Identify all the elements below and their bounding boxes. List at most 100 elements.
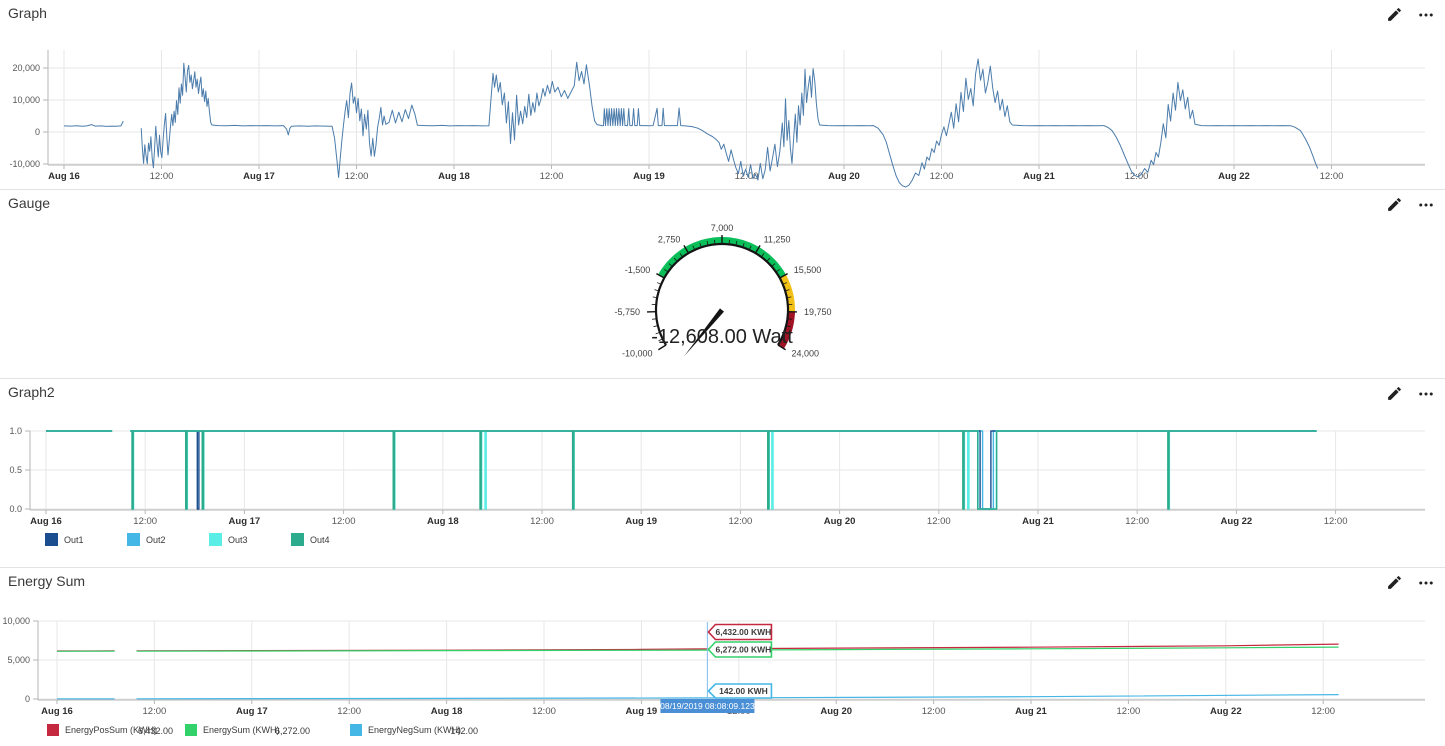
svg-text:Aug 18: Aug 18 bbox=[427, 516, 459, 527]
gauge-chart[interactable]: -10,000 -5,750 -1,500 2,750 7,000 11,250 15,50… bbox=[0, 190, 1445, 379]
svg-text:Aug 16: Aug 16 bbox=[48, 171, 80, 182]
gauge-tick-label: -10,000 bbox=[622, 349, 653, 359]
svg-text:12:00: 12:00 bbox=[332, 516, 356, 527]
svg-text:12:00: 12:00 bbox=[345, 171, 369, 182]
edit-icon[interactable] bbox=[1384, 194, 1405, 215]
legend-item-out3[interactable]: Out3 bbox=[209, 533, 248, 546]
svg-text:12:00: 12:00 bbox=[927, 516, 951, 527]
energynegsum-value: 142.00 bbox=[418, 726, 478, 736]
svg-text:0.5: 0.5 bbox=[9, 465, 22, 475]
svg-text:1.0: 1.0 bbox=[9, 426, 22, 436]
more-icon[interactable] bbox=[1415, 194, 1437, 216]
tooltip-value: 6,432.00 KWH bbox=[716, 627, 772, 637]
svg-text:10,000: 10,000 bbox=[2, 616, 30, 626]
gauge-tick-label: -5,750 bbox=[614, 307, 640, 317]
svg-text:-10,000: -10,000 bbox=[9, 159, 40, 169]
edit-icon[interactable] bbox=[1384, 383, 1405, 404]
energysum-swatch bbox=[185, 724, 197, 736]
svg-text:12:00: 12:00 bbox=[133, 516, 157, 527]
out2-swatch bbox=[127, 533, 140, 546]
svg-text:5,000: 5,000 bbox=[7, 655, 30, 665]
gauge-value: -12,608.00 Watt bbox=[651, 326, 793, 348]
graph2-legend: Out1 Out2 Out3 Out4 bbox=[0, 533, 1445, 553]
panel-title: Energy Sum bbox=[0, 568, 85, 589]
gauge-tick-label: 2,750 bbox=[658, 234, 681, 244]
energy-legend: EnergyPosSum (KWH) 6,432.00 EnergySum (K… bbox=[0, 724, 1445, 744]
svg-text:Aug 21: Aug 21 bbox=[1022, 516, 1054, 527]
svg-text:12:00: 12:00 bbox=[532, 706, 556, 717]
legend-label: Out3 bbox=[228, 535, 248, 545]
svg-text:Aug 16: Aug 16 bbox=[30, 516, 62, 527]
svg-text:12:00: 12:00 bbox=[922, 706, 946, 717]
svg-text:Aug 21: Aug 21 bbox=[1023, 171, 1055, 182]
gauge-tick-label: -1,500 bbox=[625, 265, 651, 275]
series-EnergyNegSum (KWH) bbox=[57, 695, 1339, 699]
gauge-tick-label: 19,750 bbox=[804, 307, 832, 317]
svg-text:Aug 18: Aug 18 bbox=[431, 706, 463, 717]
svg-text:Aug 20: Aug 20 bbox=[824, 516, 856, 527]
svg-text:12:00: 12:00 bbox=[337, 706, 361, 717]
svg-text:Aug 18: Aug 18 bbox=[438, 171, 470, 182]
svg-text:Aug 22: Aug 22 bbox=[1218, 171, 1250, 182]
svg-text:12:00: 12:00 bbox=[540, 171, 564, 182]
svg-text:Aug 17: Aug 17 bbox=[229, 516, 261, 527]
legend-label: Out4 bbox=[310, 535, 330, 545]
energysum-value: 6,272.00 bbox=[250, 726, 310, 736]
graph2-plot: 1.0 0.5 0.0 Aug 16 12:00 Aug 17 12:00 Aug 18 12:… bbox=[9, 426, 1425, 527]
svg-text:0.0: 0.0 bbox=[9, 504, 22, 514]
more-icon[interactable] bbox=[1415, 383, 1437, 405]
energynegsum-swatch bbox=[350, 724, 362, 736]
panel-title: Graph2 bbox=[0, 379, 55, 400]
cursor-timestamp: 08/19/2019 08:08:09.123 bbox=[660, 701, 755, 711]
svg-text:Aug 17: Aug 17 bbox=[236, 706, 268, 717]
svg-text:12:00: 12:00 bbox=[143, 706, 167, 717]
svg-text:12:00: 12:00 bbox=[1117, 706, 1141, 717]
legend-label: Out2 bbox=[146, 535, 166, 545]
edit-icon[interactable] bbox=[1384, 4, 1405, 25]
gauge-panel: -10,000 -5,750 -1,500 2,750 7,000 11,250 15,50… bbox=[0, 189, 1445, 378]
tooltip-value: 6,272.00 KWH bbox=[716, 645, 772, 655]
gauge-panel-header: Gauge bbox=[0, 190, 1445, 218]
svg-text:12:00: 12:00 bbox=[1324, 516, 1348, 527]
svg-text:20,000: 20,000 bbox=[12, 63, 40, 73]
graph-panel-header: Graph bbox=[0, 0, 1445, 28]
svg-text:0: 0 bbox=[25, 694, 30, 704]
svg-text:12:00: 12:00 bbox=[150, 171, 174, 182]
legend-item-out4[interactable]: Out4 bbox=[291, 533, 330, 546]
svg-text:Aug 19: Aug 19 bbox=[626, 706, 658, 717]
svg-text:12:00: 12:00 bbox=[729, 516, 753, 527]
out3-swatch bbox=[209, 533, 222, 546]
gauge-tick-label: 15,500 bbox=[794, 265, 822, 275]
svg-text:Aug 19: Aug 19 bbox=[633, 171, 665, 182]
svg-text:Aug 20: Aug 20 bbox=[828, 171, 860, 182]
more-icon[interactable] bbox=[1415, 4, 1437, 26]
svg-text:12:00: 12:00 bbox=[530, 516, 554, 527]
svg-text:Aug 19: Aug 19 bbox=[625, 516, 657, 527]
svg-text:Aug 21: Aug 21 bbox=[1015, 706, 1047, 717]
series-line bbox=[64, 59, 1318, 187]
more-icon[interactable] bbox=[1415, 572, 1437, 594]
svg-text:Aug 22: Aug 22 bbox=[1210, 706, 1242, 717]
svg-text:12:00: 12:00 bbox=[1311, 706, 1335, 717]
gauge-tick-label: 7,000 bbox=[711, 223, 734, 233]
svg-text:10,000: 10,000 bbox=[12, 95, 40, 105]
panel-title: Graph bbox=[0, 0, 47, 21]
svg-text:12:00: 12:00 bbox=[930, 171, 954, 182]
legend-item-out2[interactable]: Out2 bbox=[127, 533, 166, 546]
energy-panel-header: Energy Sum bbox=[0, 568, 1445, 596]
energypossum-swatch bbox=[47, 724, 59, 736]
graph2-panel-header: Graph2 bbox=[0, 379, 1445, 407]
gauge-tick-label: 11,250 bbox=[764, 234, 791, 244]
svg-text:0: 0 bbox=[35, 127, 40, 137]
panel-title: Gauge bbox=[0, 190, 50, 211]
svg-text:Aug 20: Aug 20 bbox=[820, 706, 852, 717]
legend-item-out1[interactable]: Out1 bbox=[45, 533, 84, 546]
gauge-tick-label: 24,000 bbox=[792, 349, 820, 359]
edit-icon[interactable] bbox=[1384, 572, 1405, 593]
out1-swatch bbox=[45, 533, 58, 546]
